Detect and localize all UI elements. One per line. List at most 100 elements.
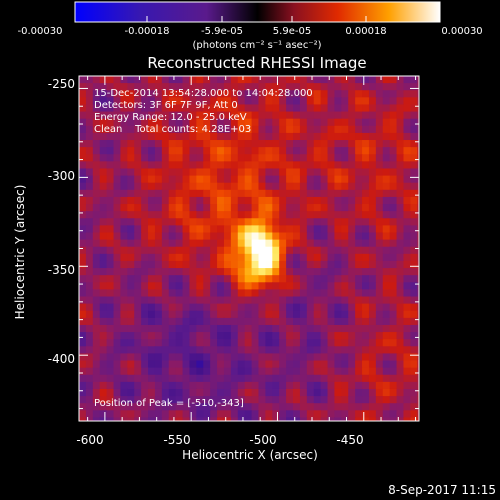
heatmap-cell: [299, 360, 308, 369]
heatmap-cell: [382, 268, 391, 276]
heatmap-cell: [265, 381, 273, 390]
heatmap-cell: [154, 154, 163, 162]
heatmap-cell: [286, 147, 294, 155]
heatmap-cell: [217, 289, 225, 298]
heatmap-cell: [79, 182, 87, 191]
heatmap-cell: [134, 339, 142, 347]
heatmap-cell: [279, 218, 287, 226]
heatmap-cell: [279, 310, 287, 319]
heatmap-cell: [127, 83, 135, 91]
heatmap-cell: [258, 403, 266, 411]
heatmap-cell: [127, 346, 135, 354]
heatmap-cell: [120, 132, 128, 141]
heatmap-cell: [113, 346, 121, 354]
heatmap-cell: [92, 289, 101, 298]
heatmap-cell: [279, 296, 287, 305]
heatmap-cell: [375, 410, 384, 418]
heatmap-cell: [389, 218, 398, 226]
heatmap-cell: [168, 339, 177, 347]
heatmap-cell: [251, 204, 259, 212]
heatmap-cell: [334, 232, 342, 241]
heatmap-cell: [230, 268, 239, 276]
heatmap-cell: [120, 353, 128, 362]
heatmap-cell: [313, 310, 322, 319]
heatmap-cell: [382, 76, 391, 84]
heatmap-cell: [189, 289, 197, 298]
heatmap-cell: [210, 97, 218, 105]
heatmap-cell: [99, 367, 108, 376]
heatmap-cell: [410, 260, 418, 269]
heatmap-cell: [362, 289, 370, 298]
heatmap-cell: [176, 425, 183, 433]
heatmap-cell: [175, 161, 184, 169]
heatmap-cell: [196, 76, 204, 84]
heatmap-cell: [410, 339, 418, 347]
heatmap-cell: [230, 417, 239, 421]
heatmap-cell: [313, 339, 322, 347]
heatmap-cell: [341, 225, 349, 233]
heatmap-cell: [217, 275, 225, 283]
heatmap-cell: [244, 76, 253, 84]
heatmap-cell: [182, 189, 190, 198]
heatmap-cell: [244, 346, 253, 354]
heatmap-cell: [375, 147, 384, 155]
heatmap-cell: [196, 268, 204, 276]
heatmap-cell: [244, 225, 253, 233]
heatmap-cell: [134, 104, 142, 113]
heatmap-cell: [320, 360, 329, 369]
heatmap-cell: [141, 168, 149, 177]
heatmap-cell: [230, 246, 239, 255]
heatmap-cell: [120, 246, 128, 255]
heatmap-cell: [196, 425, 203, 433]
heatmap-cell: [230, 111, 239, 120]
heatmap-cell: [251, 90, 259, 98]
heatmap-cell: [327, 367, 335, 376]
heatmap-cell: [258, 303, 266, 312]
heatmap-cell: [293, 339, 301, 347]
heatmap-cell: [127, 182, 135, 191]
heatmap-cell: [362, 140, 370, 148]
heatmap-cell: [368, 353, 377, 362]
heatmap-cell: [306, 90, 315, 98]
heatmap-cell: [389, 374, 398, 383]
heatmap-cell: [389, 189, 398, 198]
heatmap-cell: [389, 168, 398, 177]
heatmap-cell: [382, 90, 391, 98]
heatmap-cell: [106, 374, 115, 383]
heatmap-cell: [300, 425, 307, 433]
heatmap-cell: [355, 132, 363, 141]
heatmap-cell: [203, 346, 211, 354]
heatmap-cell: [279, 154, 287, 162]
heatmap-cell: [286, 303, 294, 312]
heatmap-cell: [341, 317, 349, 326]
heatmap-cell: [237, 303, 246, 312]
heatmap-cell: [265, 83, 273, 91]
heatmap-cell: [210, 76, 218, 84]
heatmap-cell: [113, 76, 121, 84]
heatmap-cell: [148, 232, 156, 241]
heatmap-cell: [182, 211, 190, 219]
heatmap-cell: [161, 260, 170, 269]
heatmap-cell: [258, 182, 266, 191]
heatmap-cell: [230, 296, 239, 305]
heatmap-cell: [168, 403, 177, 411]
heatmap-cell: [141, 381, 149, 390]
heatmap-cell: [203, 175, 211, 184]
heatmap-cell: [313, 403, 322, 411]
heatmap-cell: [272, 296, 280, 305]
heatmap-cell: [196, 104, 204, 113]
heatmap-cell: [223, 90, 232, 98]
heatmap-cell: [341, 332, 349, 340]
heatmap-cell: [251, 175, 259, 184]
heatmap-cell: [189, 225, 197, 233]
heatmap-cell: [389, 324, 398, 333]
heatmap-cell: [189, 232, 197, 241]
heatmap-cell: [258, 296, 266, 305]
heatmap-cell: [182, 310, 190, 319]
heatmap-cell: [299, 76, 308, 84]
heatmap-cell: [189, 339, 197, 347]
heatmap-cell: [154, 104, 163, 113]
heatmap-cell: [175, 403, 184, 411]
heatmap-cell: [141, 76, 149, 84]
heatmap-cell: [265, 154, 273, 162]
